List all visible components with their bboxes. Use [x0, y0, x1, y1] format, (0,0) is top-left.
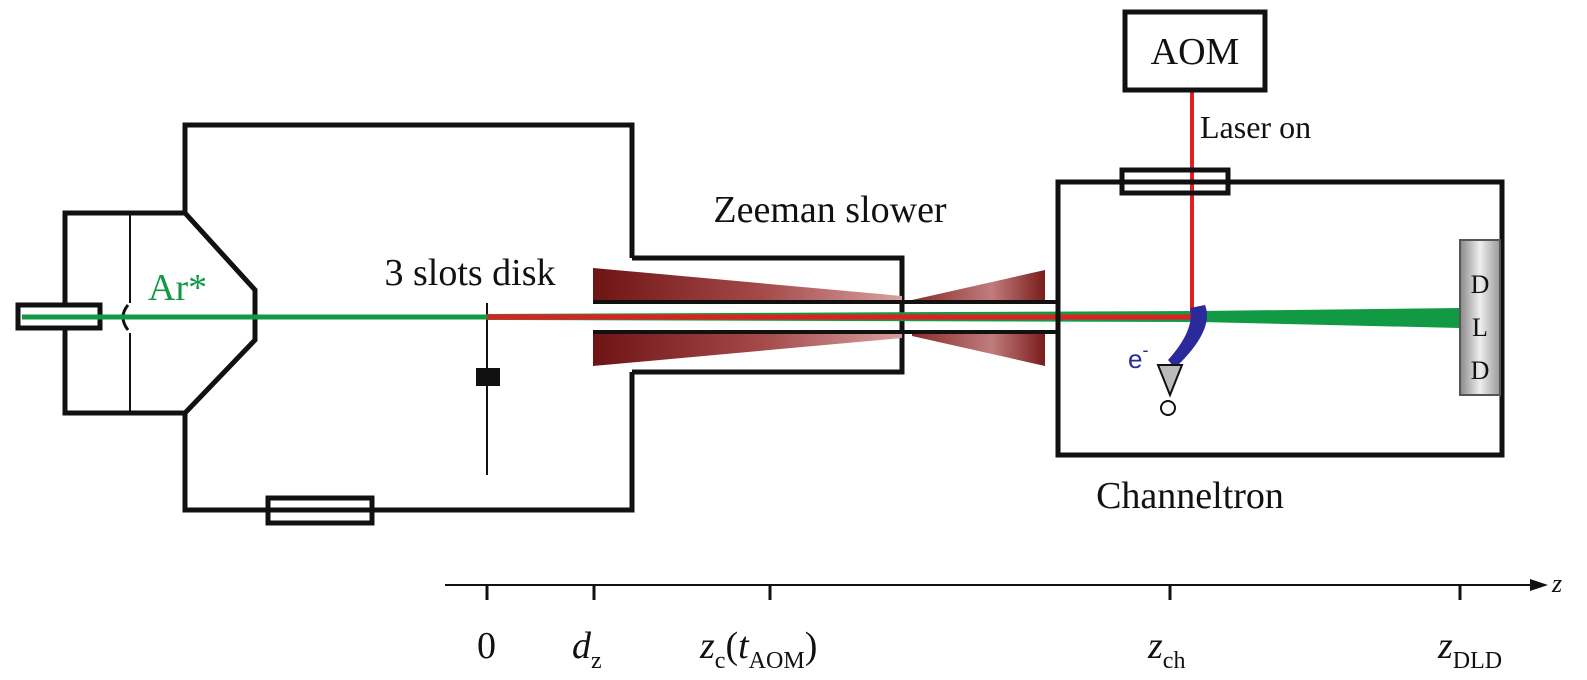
electron-label: e- [1128, 340, 1148, 374]
axis-label: dz [572, 625, 602, 674]
axis-label-part: z [1147, 625, 1163, 667]
axis-label-part: d [572, 625, 592, 667]
coil [912, 270, 1045, 302]
window [1119, 167, 1231, 196]
tube [593, 300, 1058, 334]
electron-path [1168, 305, 1207, 368]
window [265, 495, 375, 526]
detection-chamber [1055, 179, 1505, 458]
main-chamber [182, 122, 635, 513]
coil [593, 332, 902, 366]
disk-label: 3 slots disk [384, 252, 555, 294]
dld-letter: D [1471, 270, 1490, 299]
aom-label: AOM [1151, 31, 1240, 73]
channeltron-label: Channeltron [1096, 475, 1284, 517]
source-chamber [62, 210, 258, 416]
disk [476, 368, 500, 386]
axis-label: zch [1147, 625, 1185, 674]
electron-main: e [1128, 344, 1142, 374]
axis-label-part: c [715, 648, 726, 674]
axis-label-part: ch [1163, 648, 1186, 674]
laser-label: Laser on [1200, 109, 1311, 145]
axis-label-part: ( [725, 625, 738, 667]
channeltron-cone [1156, 364, 1184, 398]
axis-label-part: DLD [1453, 648, 1502, 674]
axis-label: zc(tAOM) [699, 625, 817, 674]
zeeman-label: Zeeman slower [713, 189, 947, 231]
dld-letter: D [1471, 356, 1490, 385]
axis-label: zDLD [1437, 625, 1502, 674]
axis-name: z [1551, 569, 1562, 598]
coil [593, 268, 902, 302]
channeltron-coil [1160, 400, 1176, 416]
axis-label: 0 [477, 625, 496, 667]
electron-sup: - [1142, 340, 1148, 360]
axis-label-part: AOM [749, 648, 805, 674]
aom-box [1122, 9, 1268, 93]
ar-label: Ar* [148, 267, 207, 309]
axis-label-part: 0 [477, 625, 496, 667]
axis-arrow [1530, 579, 1548, 591]
axis-label-part: t [738, 625, 750, 667]
axis-label-part: z [591, 648, 602, 674]
axis-label-part: z [1437, 625, 1453, 667]
axis-label-part: z [699, 625, 715, 667]
axis-label-part: ) [805, 625, 818, 667]
dld-letter: L [1472, 313, 1488, 342]
dld [1459, 239, 1501, 396]
coil [912, 332, 1045, 366]
